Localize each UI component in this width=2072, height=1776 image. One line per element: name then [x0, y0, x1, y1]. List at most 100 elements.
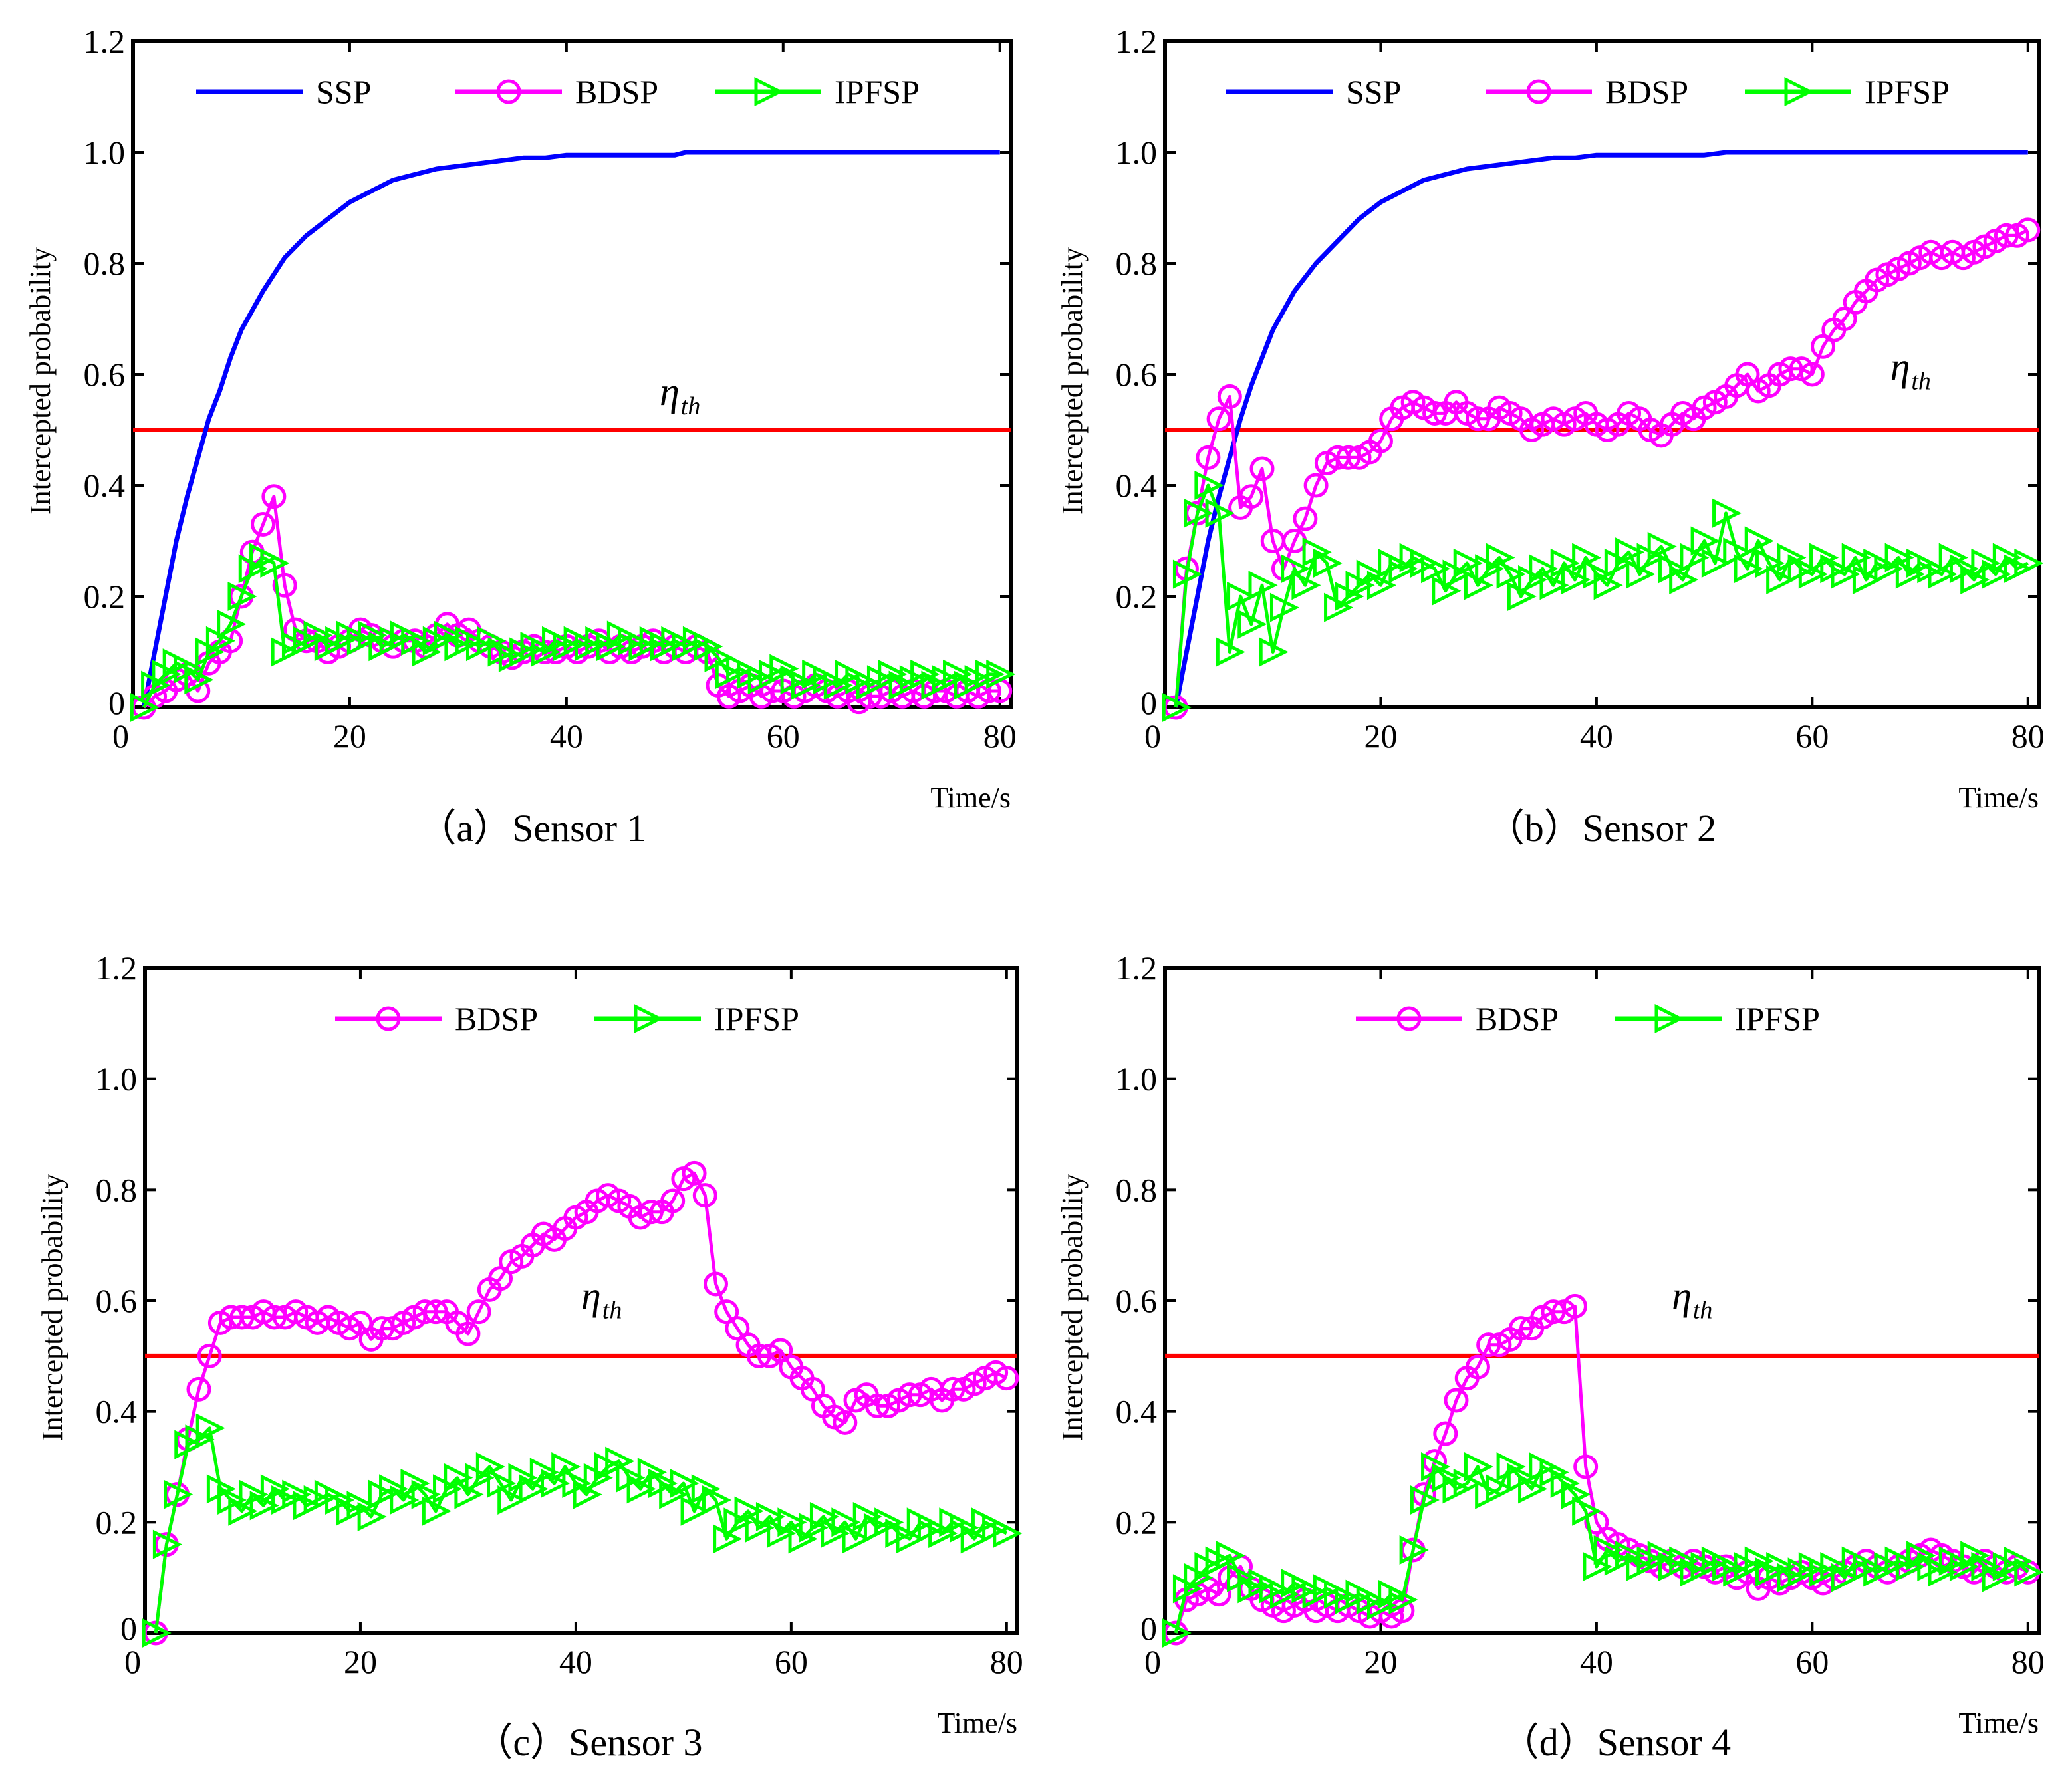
data-point [423, 1299, 448, 1325]
x-tick-label: 20 [1364, 1643, 1397, 1680]
y-tick-label: 1.0 [96, 1061, 138, 1098]
data-point [260, 548, 290, 578]
x-tick-label: 40 [1580, 1643, 1613, 1680]
data-point [1313, 548, 1343, 578]
data-point [1593, 571, 1623, 600]
y-tick-label: 0.2 [96, 1503, 138, 1541]
legend-marker [1654, 1003, 1684, 1034]
series-ipfsp [130, 543, 1016, 723]
x-axis-label: Time/s [937, 1707, 1017, 1739]
data-point [1841, 543, 1871, 572]
data-point [152, 1529, 182, 1559]
data-point [1734, 554, 1763, 584]
data-point [1712, 498, 1742, 528]
x-tick-label: 0 [124, 1643, 141, 1680]
data-point [1453, 548, 1483, 578]
y-tick-label: 0 [1140, 1610, 1157, 1647]
threshold-symbol: η [1672, 1274, 1692, 1318]
y-tick-label: 0.2 [1116, 1503, 1158, 1541]
data-point [2014, 548, 2044, 578]
x-tick-label: 60 [1795, 717, 1829, 755]
y-tick-label: 1.0 [84, 134, 126, 171]
x-axis-label: Time/s [930, 781, 1011, 814]
data-point [638, 1200, 664, 1225]
y-tick-label: 1.2 [96, 950, 138, 987]
series-ipfsp [1162, 1452, 2044, 1648]
legend-label: IPFSP [835, 73, 920, 110]
data-point [1701, 548, 1731, 578]
chart-panel-2: 0 0.2 0.4 0.6 0.8 1.0 1.2 0 20 40 60 80 Intercepted … [1056, 23, 2045, 850]
x-tick-label: 40 [559, 1643, 592, 1680]
data-point [251, 511, 276, 537]
legend: BDSP IPFSP [1356, 1000, 1820, 1037]
threshold-label: ηth [1890, 344, 1931, 395]
legend-label: BDSP [455, 1000, 538, 1037]
data-point [184, 665, 214, 695]
data-point [1496, 559, 1526, 589]
data-point [1465, 1354, 1490, 1380]
data-point [1410, 1485, 1440, 1515]
data-point [1539, 571, 1569, 600]
data-point [1216, 1541, 1245, 1571]
data-point [986, 659, 1016, 689]
legend-marker [376, 1006, 401, 1031]
x-axis-label: Time/s [1958, 781, 2039, 814]
legend-label: BDSP [575, 73, 658, 110]
data-point [833, 1410, 858, 1435]
series-ipfsp [142, 1413, 1023, 1648]
data-point [466, 1299, 491, 1325]
data-point [261, 484, 287, 509]
data-point [1172, 559, 1203, 589]
data-point [1615, 537, 1645, 567]
legend: SSP BDSP IPFSP [196, 73, 920, 110]
series-line [141, 150, 1000, 708]
data-point [488, 1266, 513, 1291]
chart-panel-1: 0 0.2 0.4 0.6 0.8 1.0 1.2 0 20 40 60 80 Intercepted … [24, 23, 1017, 850]
data-point [1303, 473, 1329, 498]
y-axis-label: Intercepted probability [1056, 1174, 1089, 1441]
y-tick-label: 0.8 [1116, 245, 1158, 282]
data-point [1249, 456, 1275, 481]
y-tick-label: 0.8 [84, 245, 126, 282]
data-point [1184, 498, 1214, 528]
data-point [714, 1299, 739, 1325]
data-point [130, 692, 160, 723]
data-point [2015, 217, 2041, 243]
y-tick-label: 1.2 [1116, 23, 1158, 60]
data-point [1669, 565, 1699, 594]
data-point [800, 1376, 825, 1402]
y-axis-label: Intercepted probability [36, 1174, 68, 1441]
y-axis-label: Intercepted probability [1056, 247, 1089, 515]
x-tick-label: 40 [550, 717, 583, 755]
data-point [1368, 428, 1393, 453]
x-tick-label: 80 [983, 717, 1017, 755]
data-point [1217, 384, 1242, 409]
data-point [1561, 565, 1591, 594]
data-point [1206, 406, 1231, 432]
y-tick-label: 0.6 [1116, 356, 1158, 393]
legend-label: IPFSP [714, 1000, 799, 1037]
y-tick-label: 1.2 [1116, 950, 1158, 987]
x-tick-label: 60 [1795, 1643, 1829, 1680]
y-tick-label: 0.2 [84, 578, 126, 615]
data-point [1573, 1454, 1599, 1479]
data-point [1433, 1421, 1458, 1446]
data-point [993, 1518, 1023, 1549]
y-tick-label: 0.8 [96, 1171, 138, 1208]
data-point [1766, 565, 1796, 594]
x-tick-label: 20 [1364, 717, 1397, 755]
x-tick-label: 20 [344, 1643, 377, 1680]
chart-panel-3: 0 0.2 0.4 0.6 0.8 1.0 1.2 0 20 40 60 80 Intercepted … [36, 950, 1023, 1764]
panel-caption: （b）Sensor 2 [1486, 807, 1716, 850]
x-tick-label: 80 [990, 1643, 1023, 1680]
data-point [1744, 526, 1774, 556]
data-point [670, 1468, 700, 1499]
y-tick-label: 0.4 [1116, 467, 1158, 504]
data-point [1293, 506, 1318, 531]
data-point [1291, 571, 1321, 600]
data-point [1562, 1293, 1587, 1319]
x-tick-label: 0 [1144, 717, 1161, 755]
threshold-label: ηth [581, 1274, 622, 1325]
data-point [1269, 592, 1300, 622]
